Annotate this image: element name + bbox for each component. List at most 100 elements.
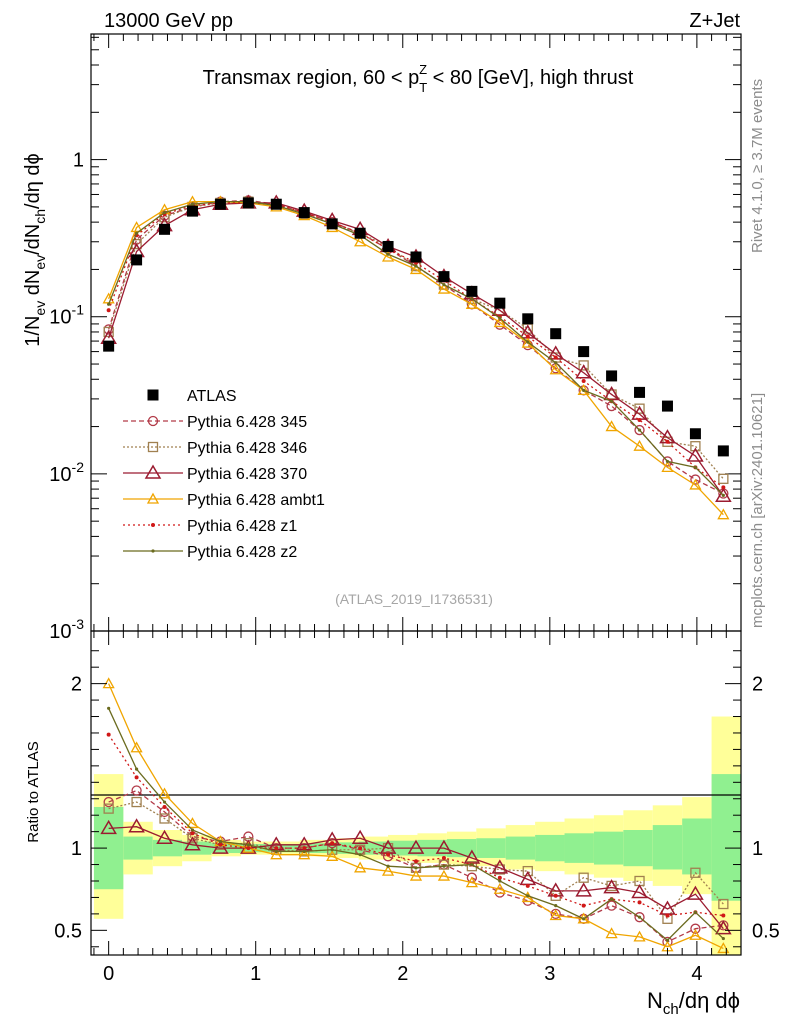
y-tick-label: 1 [73, 150, 84, 172]
point-marker [497, 875, 502, 880]
point-marker [693, 910, 698, 914]
point-marker [581, 378, 586, 383]
point-marker [721, 936, 725, 941]
point-marker [498, 879, 502, 883]
point-marker [386, 852, 391, 857]
point-marker [665, 459, 670, 464]
point-marker [134, 767, 139, 771]
point-marker [715, 487, 732, 503]
atlas-data-point [689, 428, 701, 440]
band-green [564, 833, 594, 863]
point-marker [465, 297, 478, 309]
atlas-data-point [410, 251, 422, 263]
point-marker [438, 859, 450, 870]
atlas-data-point [326, 218, 338, 230]
atlas-data-point [438, 271, 450, 283]
point-marker [103, 803, 114, 814]
point-marker [246, 846, 251, 851]
point-marker [717, 508, 730, 520]
band-green [505, 836, 536, 860]
series-line [108, 201, 724, 516]
point-marker [147, 415, 159, 427]
point-marker [493, 882, 506, 894]
point-marker [633, 930, 646, 942]
point-marker [717, 942, 730, 954]
point-marker [274, 846, 279, 851]
legend-label: Pythia 6.428 345 [187, 414, 307, 431]
point-marker [582, 388, 586, 392]
atlas-data-point [298, 207, 310, 219]
point-marker [146, 492, 160, 504]
y-axis-label: 1/Nev dNev/dNch/dη dϕ [22, 153, 48, 346]
ratio-series-line [108, 801, 724, 920]
main-axis-ticks [91, 34, 742, 632]
y-tick-label-exp: -3 [72, 616, 85, 632]
point-marker [382, 851, 394, 862]
atlas-data-point [606, 370, 618, 382]
point-marker [637, 900, 642, 905]
header-left: 13000 GeV pp [104, 10, 233, 32]
main-frame [90, 33, 742, 632]
point-marker [526, 340, 530, 344]
point-marker [302, 846, 307, 851]
point-marker [414, 866, 418, 870]
point-marker [687, 885, 704, 900]
point-marker [581, 903, 586, 908]
atlas-data-point [550, 328, 562, 340]
point-marker [442, 283, 446, 287]
point-marker [100, 819, 117, 835]
point-marker [218, 839, 223, 844]
legend: ATLAS Pythia 6.428 345 Pythia 6.428 346 Pyt… [123, 388, 325, 561]
point-marker [184, 836, 201, 851]
legend-label: Pythia 6.428 z2 [187, 544, 297, 561]
point-marker [407, 839, 425, 854]
ratio-plot-panel: 0.5 0.5 1 1 2 2 0 1 2 3 4 [54, 630, 780, 985]
band-green [446, 839, 477, 858]
point-marker [526, 894, 530, 898]
analysis-watermark: (ATLAS_2019_I1736531) [335, 591, 493, 607]
point-marker [721, 493, 725, 497]
legend-atlas-label: ATLAS [187, 388, 237, 405]
point-marker [106, 308, 111, 313]
point-marker [156, 829, 173, 844]
atlas-data-point [159, 223, 171, 235]
point-marker [634, 424, 645, 436]
point-marker [147, 441, 159, 453]
series-line [108, 199, 724, 495]
ratio-y-tick-label: 1 [71, 838, 82, 860]
point-marker [578, 872, 589, 883]
point-marker [358, 846, 363, 851]
y-tick-label-exp: -1 [72, 302, 85, 318]
point-marker [162, 210, 167, 215]
point-marker [107, 302, 111, 306]
point-marker [409, 869, 423, 881]
point-marker [718, 898, 729, 910]
atlas-data-point [634, 386, 646, 398]
point-marker [634, 403, 645, 414]
y-tick-label-base: 10 [49, 464, 71, 486]
x-tick-label: 2 [397, 963, 408, 985]
point-marker [351, 829, 369, 844]
point-marker [159, 813, 170, 824]
legend-label: Pythia 6.428 346 [187, 440, 307, 457]
point-marker [609, 897, 614, 901]
point-marker [130, 221, 143, 233]
point-marker [637, 418, 642, 423]
legend-label: Pythia 6.428 z1 [187, 518, 297, 535]
point-marker [665, 938, 670, 942]
y-tick-label-exp: -2 [72, 459, 85, 475]
point-marker [549, 909, 562, 921]
point-marker [186, 817, 199, 829]
point-marker [270, 848, 283, 860]
point-marker [522, 865, 533, 877]
point-marker [130, 741, 143, 753]
ratio-series-line [108, 734, 724, 917]
point-marker [575, 882, 592, 897]
ratio-tick-labels: 0.5 0.5 1 1 2 2 [54, 674, 780, 943]
point-marker [491, 859, 509, 874]
atlas-data-point [466, 285, 478, 297]
point-marker [354, 235, 367, 247]
point-marker [525, 883, 530, 888]
y-tick-label: 10-3 [49, 616, 84, 643]
point-marker [151, 549, 155, 553]
